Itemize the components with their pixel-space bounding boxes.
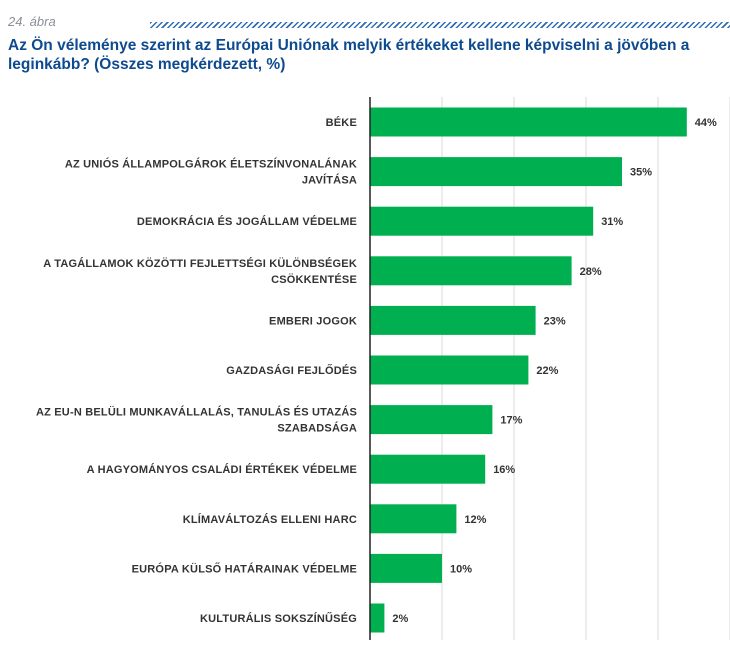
value-label: 31% <box>601 216 623 228</box>
bar <box>370 454 486 484</box>
bar <box>370 206 594 236</box>
bar <box>370 355 529 385</box>
bar <box>370 157 622 187</box>
bar <box>370 305 536 335</box>
value-label: 10% <box>450 563 472 575</box>
value-labels: 44% 35% 31% 28% 23% 22% 17% 16% 12% 10% 2% <box>392 117 717 625</box>
bars <box>370 107 687 633</box>
category-label: KLÍMAVÁLTOZÁS ELLENI HARC <box>183 513 357 526</box>
value-label: 12% <box>464 514 486 526</box>
category-label: KULTURÁLIS SOKSZÍNŰSÉG <box>200 612 357 625</box>
bar <box>370 504 457 534</box>
category-label: DEMOKRÁCIA ÉS JOGÁLLAM VÉDELME <box>137 215 357 228</box>
category-label: AZ EU-N BELÜLI MUNKAVÁLLALÁS, TANULÁS ÉS… <box>36 406 357 435</box>
category-label: EURÓPA KÜLSŐ HATÁRAINAK VÉDELME <box>132 562 357 575</box>
value-label: 23% <box>544 315 566 327</box>
bar <box>370 553 442 583</box>
value-label: 28% <box>580 266 602 278</box>
category-labels: BÉKE AZ UNIÓS ÁLLAMPOLGÁROK ÉLETSZÍNVONAL… <box>36 116 357 625</box>
category-label: A TAGÁLLAMOK KÖZÖTTI FEJLETTSÉGI KÜLÖNBS… <box>43 257 357 286</box>
bar <box>370 256 572 286</box>
value-label: 35% <box>630 167 652 179</box>
category-label: EMBERI JOGOK <box>269 315 357 327</box>
bar <box>370 107 687 137</box>
bar <box>370 603 385 633</box>
value-label: 17% <box>500 415 522 427</box>
figure-number: 24. ábra <box>8 14 56 29</box>
value-label: 44% <box>695 117 717 129</box>
category-label: AZ UNIÓS ÁLLAMPOLGÁROK ÉLETSZÍNVONALÁNAK… <box>65 158 357 187</box>
category-label: BÉKE <box>326 116 357 129</box>
category-label: GAZDASÁGI FEJLŐDÉS <box>226 364 357 377</box>
value-label: 22% <box>536 365 558 377</box>
decorative-hatch-bar <box>150 22 730 28</box>
category-label: A HAGYOMÁNYOS CSALÁDI ÉRTÉKEK VÉDELME <box>87 463 357 476</box>
value-label: 16% <box>493 464 515 476</box>
value-label: 2% <box>392 613 408 625</box>
bar <box>370 405 493 435</box>
chart-title: Az Ön véleménye szerint az Európai Unión… <box>8 37 690 73</box>
